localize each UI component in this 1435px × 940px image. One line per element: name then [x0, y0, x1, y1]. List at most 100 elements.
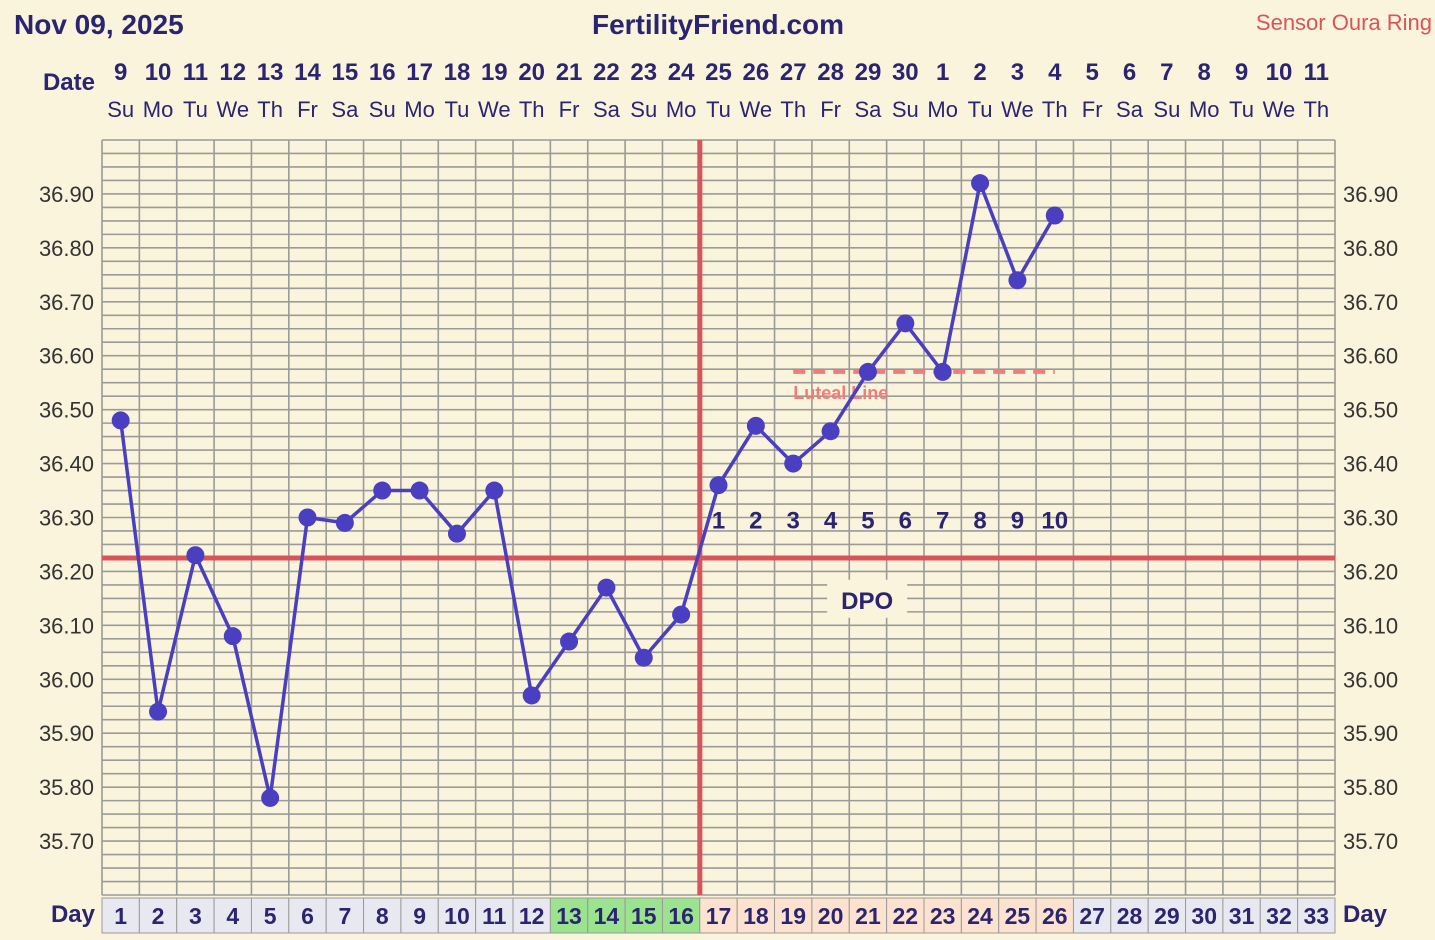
day-cell — [811, 897, 850, 934]
site-title: FertilityFriend.com — [592, 9, 844, 40]
temperature-point — [223, 627, 242, 646]
cycle-day-label: 1 — [114, 903, 127, 929]
y-tick-label-right: 36.10 — [1343, 613, 1398, 638]
weekday-label: Mo — [404, 97, 435, 122]
day-cell — [250, 897, 290, 934]
y-tick-label-left: 35.90 — [39, 721, 94, 746]
temperature-point — [149, 702, 168, 721]
date-row-label: Date — [43, 69, 95, 96]
cycle-day-label: 18 — [743, 903, 769, 929]
dpo-number: 10 — [1041, 507, 1068, 534]
day-cell — [736, 897, 776, 934]
dpo-label: DPO — [841, 588, 893, 615]
temperature-point — [373, 481, 392, 500]
date-label: 7 — [1160, 59, 1173, 86]
temperature-point — [261, 788, 280, 807]
cycle-day-label: 12 — [519, 903, 545, 929]
y-tick-label-left: 36.90 — [39, 182, 94, 207]
weekday-label: We — [216, 97, 249, 122]
y-tick-label-left: 36.50 — [39, 398, 94, 423]
dpo-number: 4 — [824, 507, 838, 534]
weekday-label: Su — [892, 97, 919, 122]
y-tick-label-left: 36.70 — [39, 290, 94, 315]
y-tick-label-left: 36.30 — [39, 506, 94, 531]
cycle-day-label: 33 — [1304, 903, 1330, 929]
weekday-label: Mo — [1189, 97, 1220, 122]
cycle-day-label: 25 — [1005, 903, 1031, 929]
y-tick-label-right: 36.00 — [1343, 667, 1398, 692]
date-label: 27 — [780, 59, 807, 86]
y-tick-label-left: 36.60 — [39, 344, 94, 369]
y-tick-label-right: 36.80 — [1343, 236, 1398, 261]
weekday-label: We — [1263, 97, 1296, 122]
weekday-label: Sa — [1116, 97, 1144, 122]
date-label: 2 — [973, 59, 986, 86]
day-cell — [1297, 897, 1336, 934]
day-cell — [363, 897, 402, 934]
date-label: 25 — [705, 59, 732, 86]
temperature-point — [485, 481, 504, 500]
dpo-number: 3 — [787, 507, 800, 534]
day-cell — [587, 897, 626, 934]
temperature-point — [560, 632, 579, 651]
temperature-point — [672, 605, 691, 624]
weekday-label: Tu — [1229, 97, 1254, 122]
date-label: 23 — [630, 59, 657, 86]
weekday-label: Mo — [143, 97, 174, 122]
cycle-day-label: 24 — [967, 903, 993, 929]
date-label: 8 — [1198, 59, 1211, 86]
date-label: 3 — [1011, 59, 1024, 86]
cycle-day-label: 5 — [264, 903, 277, 929]
y-tick-label-left: 36.80 — [39, 236, 94, 261]
cycle-day-label: 26 — [1042, 903, 1068, 929]
y-tick-label-right: 36.60 — [1343, 344, 1398, 369]
dpo-number: 5 — [861, 507, 874, 534]
date-label: 10 — [145, 59, 172, 86]
y-tick-label-right: 35.70 — [1343, 829, 1398, 854]
cycle-day-label: 2 — [152, 903, 165, 929]
y-tick-label-left: 35.70 — [39, 829, 94, 854]
day-row-label: Day — [51, 901, 96, 928]
weekday-label: We — [740, 97, 773, 122]
y-tick-label-right: 36.20 — [1343, 559, 1398, 584]
weekday-label: Tu — [968, 97, 993, 122]
date-label: 11 — [1304, 59, 1329, 86]
day-cell — [325, 897, 365, 934]
temperature-point — [634, 648, 653, 667]
cycle-day-label: 19 — [780, 903, 806, 929]
date-label: 26 — [743, 59, 770, 86]
cycle-day-label: 8 — [376, 903, 389, 929]
y-tick-label-left: 36.00 — [39, 667, 94, 692]
weekday-label: Mo — [666, 97, 697, 122]
dpo-labels: 1 2 3 4 5 6 7 8 9 10 — [712, 507, 1068, 534]
temperature-point — [933, 362, 952, 381]
y-tick-label-left: 35.80 — [39, 775, 94, 800]
day-cell — [886, 897, 925, 934]
cycle-day-label: 17 — [706, 903, 732, 929]
day-cell — [1222, 897, 1261, 934]
y-tick-label-right: 36.50 — [1343, 398, 1398, 423]
temperature-point — [1008, 271, 1027, 290]
dpo-number: 6 — [899, 507, 912, 534]
day-cell — [549, 897, 589, 934]
y-tick-label-right: 36.40 — [1343, 452, 1398, 477]
date-label: 10 — [1266, 59, 1293, 86]
weekday-label: Sa — [331, 97, 359, 122]
cycle-day-label: 23 — [930, 903, 956, 929]
weekday-label: Su — [630, 97, 657, 122]
temperature-point — [298, 508, 317, 527]
temperature-point — [1045, 206, 1064, 225]
cycle-day-label: 7 — [338, 903, 351, 929]
day-cell — [1147, 897, 1187, 934]
temperature-point — [447, 524, 466, 543]
cycle-day-label: 9 — [413, 903, 426, 929]
day-cell — [512, 897, 551, 934]
weekday-label: Tu — [183, 97, 208, 122]
cycle-day-label: 29 — [1154, 903, 1180, 929]
day-cell — [138, 897, 178, 934]
date-label: 28 — [817, 59, 844, 86]
temperature-series — [111, 174, 1064, 807]
y-tick-label-left: 36.20 — [39, 559, 94, 584]
date-label: 1 — [936, 59, 949, 86]
